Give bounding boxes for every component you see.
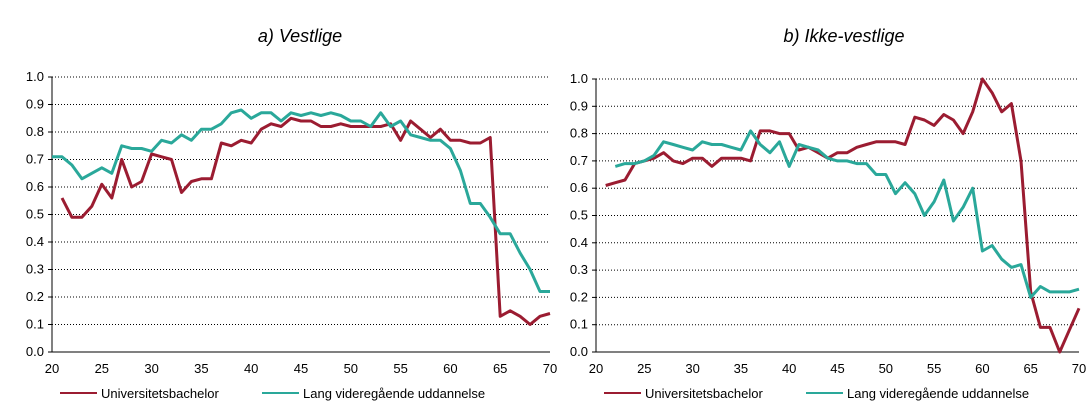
y-tick-label: 0.5 — [570, 208, 588, 223]
y-tick-label: 0.8 — [26, 124, 44, 139]
y-tick-label: 0.2 — [570, 289, 588, 304]
chart-title: b) Ikke-vestlige — [783, 26, 904, 46]
y-tick-label: 0.9 — [570, 98, 588, 113]
x-tick-label: 50 — [879, 361, 893, 376]
y-tick-label: 0.6 — [26, 179, 44, 194]
y-tick-label: 0.0 — [570, 344, 588, 359]
x-tick-label: 25 — [95, 361, 109, 376]
y-tick-label: 0.4 — [26, 234, 44, 249]
x-tick-label: 30 — [685, 361, 699, 376]
y-tick-label: 0.0 — [26, 344, 44, 359]
x-tick-label: 55 — [927, 361, 941, 376]
y-tick-label: 0.2 — [26, 289, 44, 304]
chart-title: a) Vestlige — [258, 26, 342, 46]
series-line-0 — [605, 77, 1081, 354]
x-tick-label: 35 — [734, 361, 748, 376]
x-tick-label: 60 — [443, 361, 457, 376]
y-tick-label: 0.1 — [570, 317, 588, 332]
legend-label: Universitetsbachelor — [101, 386, 219, 401]
y-tick-label: 0.8 — [570, 126, 588, 141]
y-tick-label: 1.0 — [570, 71, 588, 86]
legend-label: Universitetsbachelor — [645, 386, 763, 401]
x-tick-label: 60 — [975, 361, 989, 376]
y-tick-label: 1.0 — [26, 69, 44, 84]
y-tick-label: 0.7 — [26, 152, 44, 167]
y-tick-label: 0.1 — [26, 317, 44, 332]
x-tick-label: 30 — [144, 361, 158, 376]
x-tick-label: 40 — [244, 361, 258, 376]
legend-label: Lang videregående uddannelse — [847, 386, 1029, 401]
y-tick-label: 0.3 — [570, 262, 588, 277]
x-tick-label: 55 — [393, 361, 407, 376]
y-tick-label: 0.3 — [26, 262, 44, 277]
x-tick-label: 25 — [637, 361, 651, 376]
chart-panel-1: b) Ikke-vestlige 0.0 0.1 0.2 0.3 0.4 0.5 0.6 0.7… — [570, 26, 1086, 401]
x-tick-label: 40 — [782, 361, 796, 376]
y-tick-label: 0.4 — [570, 235, 588, 250]
x-tick-label: 70 — [1072, 361, 1086, 376]
y-tick-label: 0.9 — [26, 97, 44, 112]
x-tick-label: 20 — [45, 361, 59, 376]
series-line-0 — [60, 116, 551, 326]
x-tick-label: 45 — [830, 361, 844, 376]
legend-label: Lang videregående uddannelse — [303, 386, 485, 401]
series-line-1 — [614, 129, 1080, 299]
x-tick-label: 35 — [194, 361, 208, 376]
series-line-1 — [52, 108, 550, 293]
x-tick-label: 20 — [589, 361, 603, 376]
x-tick-label: 70 — [543, 361, 557, 376]
x-tick-label: 50 — [344, 361, 358, 376]
x-tick-label: 65 — [493, 361, 507, 376]
y-tick-label: 0.6 — [570, 180, 588, 195]
y-tick-label: 0.7 — [570, 153, 588, 168]
x-tick-label: 45 — [294, 361, 308, 376]
x-tick-label: 65 — [1023, 361, 1037, 376]
y-tick-label: 0.5 — [26, 207, 44, 222]
chart-panel-0: a) Vestlige 0.0 0.1 0.2 0.3 0.4 0.5 0.6 0.7 0.8 0.… — [26, 26, 557, 401]
